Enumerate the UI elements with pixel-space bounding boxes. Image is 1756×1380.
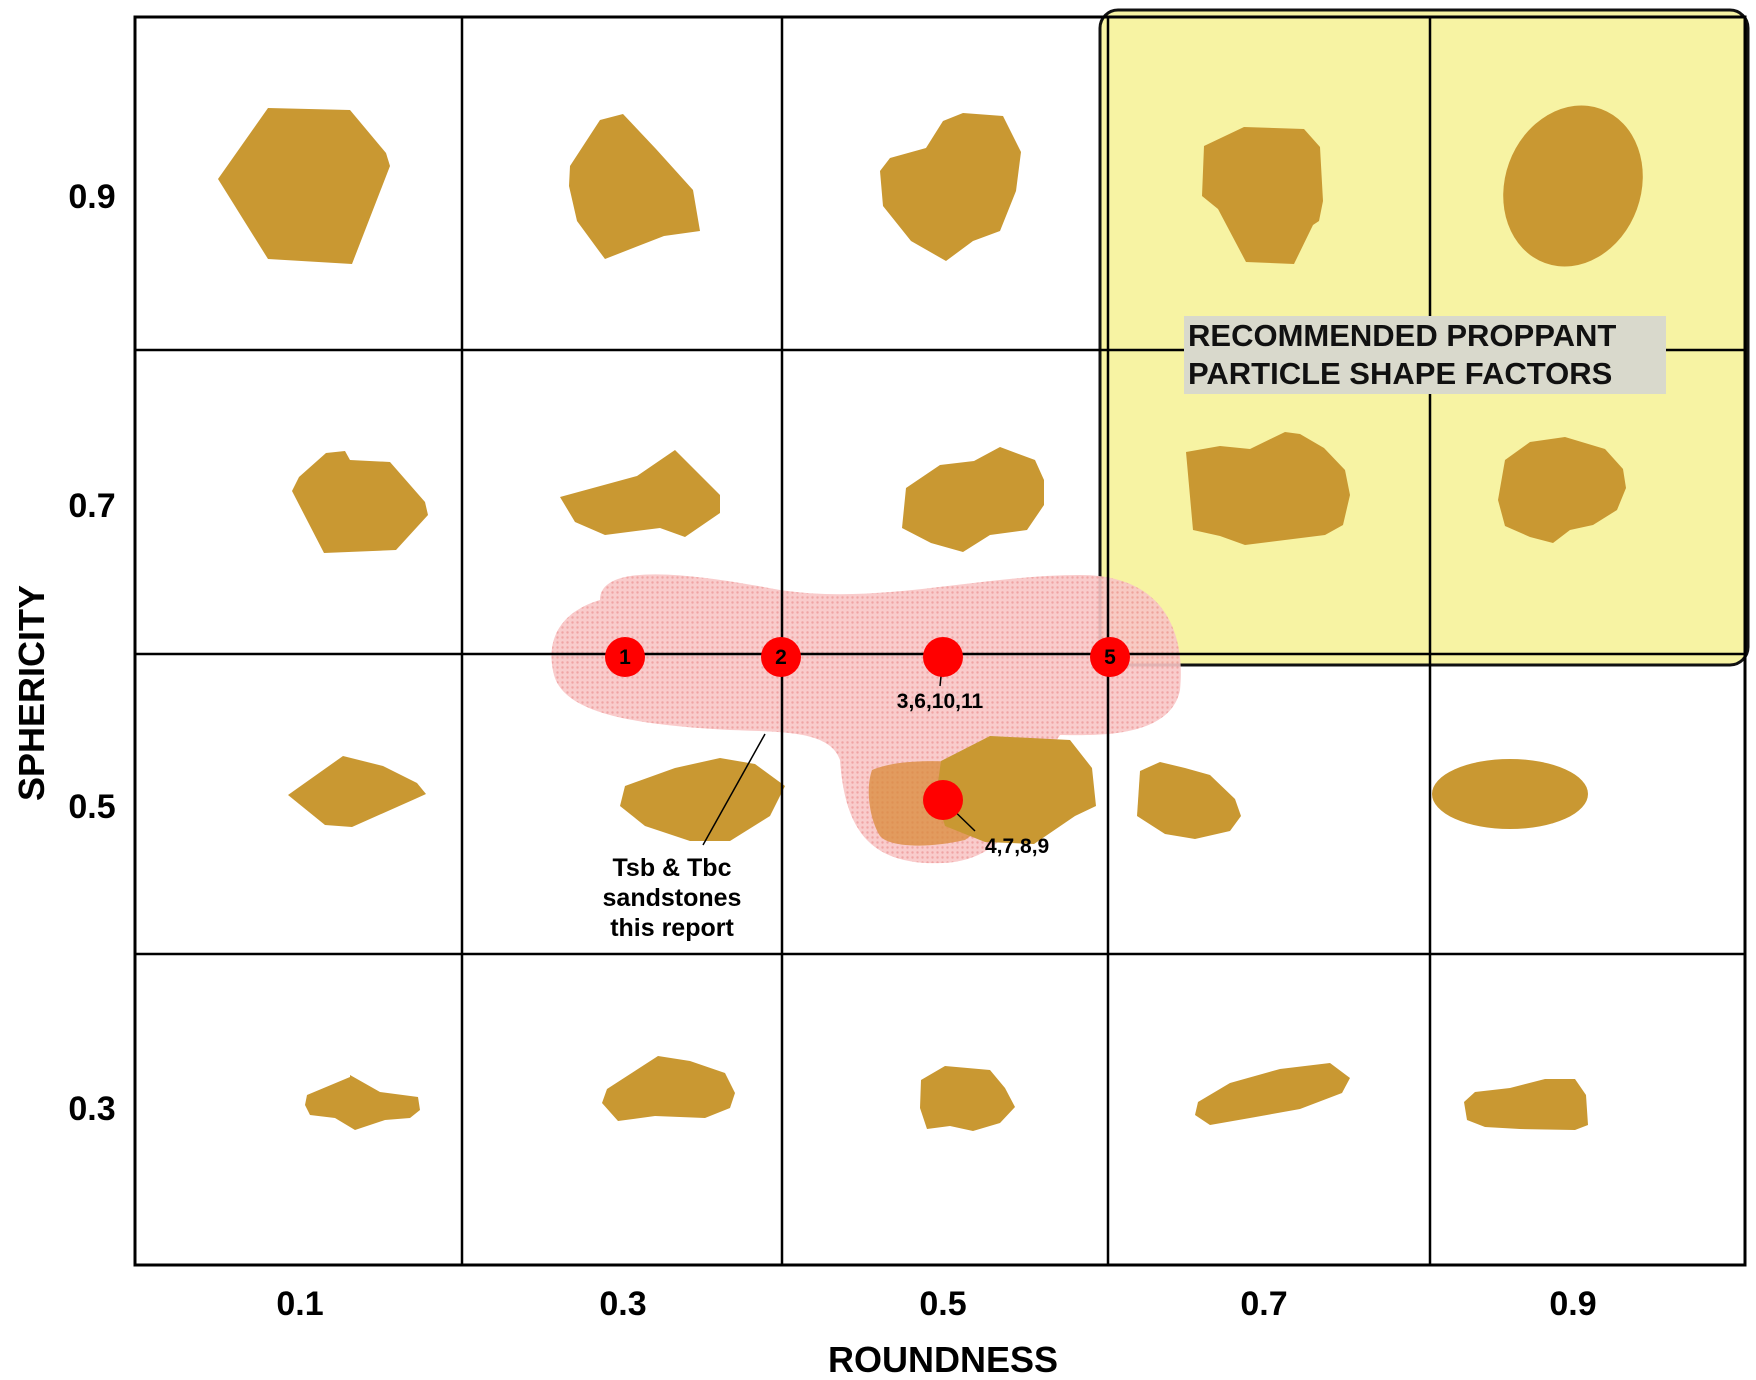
data-point-label: 1 xyxy=(619,646,631,669)
grain-s0.7-r0.1 xyxy=(292,451,428,553)
recommended-label: RECOMMENDED PROPPANT PARTICLE SHAPE FACT… xyxy=(1184,316,1666,394)
grain-s0.5-r0.5 xyxy=(936,736,1096,844)
x-tick-labels: 0.1 0.3 0.5 0.7 0.9 xyxy=(276,1285,1596,1323)
grain-s0.3-r0.9 xyxy=(1464,1079,1588,1130)
x-axis-title: ROUNDNESS xyxy=(828,1339,1058,1380)
y-tick-label: 0.9 xyxy=(68,178,115,216)
data-point-label: 3,6,10,11 xyxy=(897,690,984,713)
y-tick-label: 0.7 xyxy=(68,487,115,525)
grain-s0.7-r0.7 xyxy=(1186,432,1350,545)
data-point xyxy=(923,780,963,820)
y-tick-label: 0.3 xyxy=(68,1090,115,1128)
x-tick-label: 0.9 xyxy=(1549,1285,1596,1323)
x-tick-label: 0.1 xyxy=(276,1285,323,1323)
recommended-label-line-1: RECOMMENDED PROPPANT xyxy=(1188,318,1616,353)
grain-s0.9-r0.7 xyxy=(1202,127,1323,264)
study-label-line-2: sandstones xyxy=(603,884,742,912)
grain-s0.3-r0.5 xyxy=(920,1066,1015,1131)
grain-s0.3-r0.3 xyxy=(602,1056,735,1121)
data-point xyxy=(1090,637,1130,677)
grain-s0.5-r0.9 xyxy=(1432,759,1588,829)
recommended-label-line-2: PARTICLE SHAPE FACTORS xyxy=(1188,356,1612,391)
grain-shapes xyxy=(218,105,1643,1131)
grain-s0.7-r0.5 xyxy=(902,447,1044,552)
grain-s0.7-r0.9 xyxy=(1498,437,1626,543)
y-tick-label: 0.5 xyxy=(68,788,115,826)
data-point-label: 2 xyxy=(775,646,787,669)
grain-s0.7-r0.3 xyxy=(560,450,720,537)
x-tick-label: 0.3 xyxy=(599,1285,646,1323)
data-points: 1 2 3,6,10,11 5 4,7,8,9 xyxy=(605,637,1130,858)
study-label-leader xyxy=(702,733,766,846)
grain-s0.9-r0.5 xyxy=(880,113,1021,261)
x-tick-label: 0.5 xyxy=(919,1285,966,1323)
grain-s0.9-r0.1 xyxy=(218,108,390,264)
y-axis-title: SPHERICITY xyxy=(11,585,52,801)
study-label-line-3: this report xyxy=(610,914,734,942)
study-region-label: Tsb & Tbc sandstones this report xyxy=(603,854,742,942)
x-tick-label: 0.7 xyxy=(1240,1285,1287,1323)
grain-s0.3-r0.7 xyxy=(1195,1063,1350,1125)
grain-s0.9-r0.3 xyxy=(569,114,700,259)
grain-s0.3-r0.1 xyxy=(305,1075,420,1130)
data-point xyxy=(923,637,963,677)
data-point-label: 5 xyxy=(1104,646,1116,669)
grain-s0.5-r0.1 xyxy=(288,756,426,827)
grain-s0.9-r0.9 xyxy=(1503,105,1643,267)
grain-s0.5-r0.7 xyxy=(1137,762,1241,839)
study-label-line-1: Tsb & Tbc xyxy=(613,854,732,882)
data-point-label: 4,7,8,9 xyxy=(985,835,1049,858)
data-point xyxy=(761,637,801,677)
data-point xyxy=(605,637,645,677)
grain-s0.5-r0.3 xyxy=(620,758,785,841)
plot-frame xyxy=(133,15,1747,1267)
y-tick-labels: 0.9 0.7 0.5 0.3 xyxy=(68,178,115,1128)
